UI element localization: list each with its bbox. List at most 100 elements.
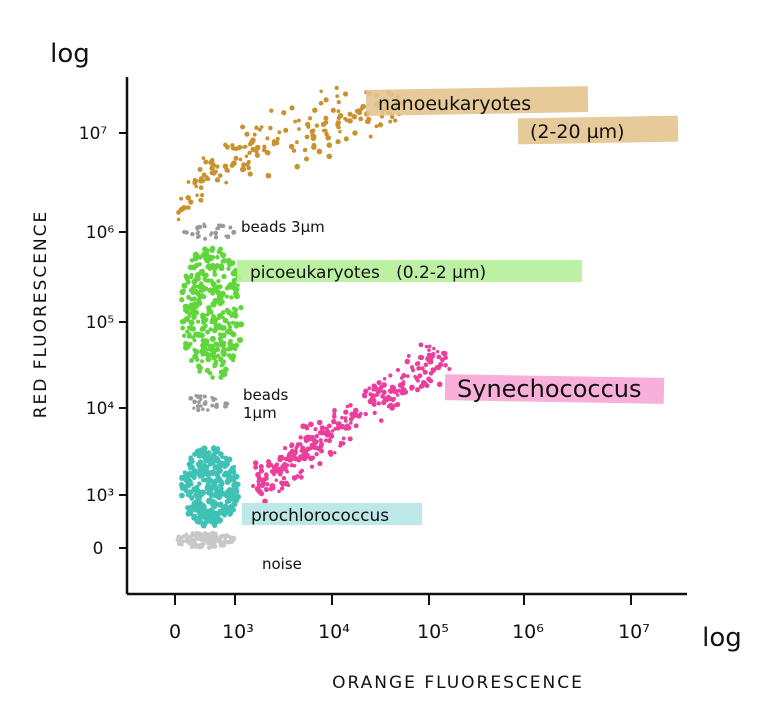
point [218, 246, 223, 252]
point [391, 385, 396, 391]
point [196, 319, 201, 324]
point [318, 100, 324, 106]
point [213, 359, 219, 365]
point [305, 434, 311, 441]
point [326, 142, 333, 148]
point [427, 344, 432, 349]
point [295, 140, 299, 145]
x-tick-label-2: 10⁴ [318, 621, 350, 643]
point [183, 316, 190, 323]
point [206, 545, 212, 551]
point [205, 329, 210, 335]
x-tick-label-5: 10⁷ [618, 621, 650, 643]
prochlorococcus-highlight [242, 503, 422, 525]
point [184, 532, 189, 536]
point [327, 423, 332, 429]
point [389, 404, 395, 411]
point [304, 156, 309, 162]
point [263, 486, 270, 493]
point [177, 541, 181, 546]
point [324, 132, 329, 137]
picoeukaryotes-highlight [237, 260, 582, 282]
point [189, 536, 194, 542]
point [219, 290, 226, 297]
point [197, 254, 203, 260]
point [202, 222, 206, 226]
point [298, 474, 304, 480]
point [216, 459, 223, 467]
point [203, 400, 208, 404]
point [182, 288, 186, 293]
point [262, 144, 267, 149]
point [314, 123, 320, 128]
point [211, 396, 216, 401]
point [209, 247, 215, 253]
point [207, 461, 213, 467]
point [435, 349, 440, 354]
point [195, 193, 199, 198]
point [198, 197, 204, 203]
point [199, 404, 203, 408]
point [205, 352, 211, 357]
point [372, 410, 377, 416]
point [301, 455, 308, 462]
beads-1um-size-label: 1µm [243, 404, 277, 422]
point [187, 264, 194, 271]
point [192, 353, 199, 360]
point [181, 282, 188, 289]
point [340, 415, 344, 420]
point [304, 134, 310, 140]
point [432, 346, 436, 351]
point [228, 225, 233, 230]
point [213, 455, 220, 462]
point [422, 369, 428, 375]
point [343, 409, 349, 415]
point [217, 299, 224, 307]
point [215, 227, 219, 231]
point [418, 384, 424, 389]
point [311, 142, 317, 148]
point [221, 273, 227, 280]
point [214, 177, 221, 183]
point [197, 166, 203, 173]
point [197, 510, 204, 516]
point [296, 118, 301, 123]
point [251, 483, 256, 489]
point [375, 392, 380, 397]
point [192, 406, 196, 410]
point [304, 121, 311, 128]
point [416, 378, 420, 383]
point [326, 433, 331, 438]
point [404, 358, 411, 365]
point [209, 469, 216, 477]
point [208, 484, 215, 491]
point [213, 510, 220, 517]
point [265, 136, 270, 141]
point [291, 148, 297, 153]
x-axis-label: ORANGE FLUORESCENCE [332, 673, 584, 693]
point [188, 341, 193, 346]
point [447, 367, 452, 371]
point [210, 540, 215, 545]
point [335, 94, 340, 99]
point [195, 331, 202, 338]
point [178, 492, 185, 499]
point [286, 483, 291, 488]
point [298, 435, 303, 440]
point [313, 446, 317, 451]
point [179, 474, 186, 482]
point [312, 107, 318, 113]
point [440, 358, 445, 363]
point [388, 119, 393, 124]
point [347, 111, 353, 117]
point [388, 373, 393, 378]
point [387, 388, 392, 393]
point [224, 234, 228, 238]
point [317, 461, 323, 467]
point [401, 373, 407, 379]
point [192, 312, 197, 318]
point [179, 319, 185, 325]
point [220, 310, 226, 315]
point [193, 536, 198, 541]
point [192, 338, 197, 343]
